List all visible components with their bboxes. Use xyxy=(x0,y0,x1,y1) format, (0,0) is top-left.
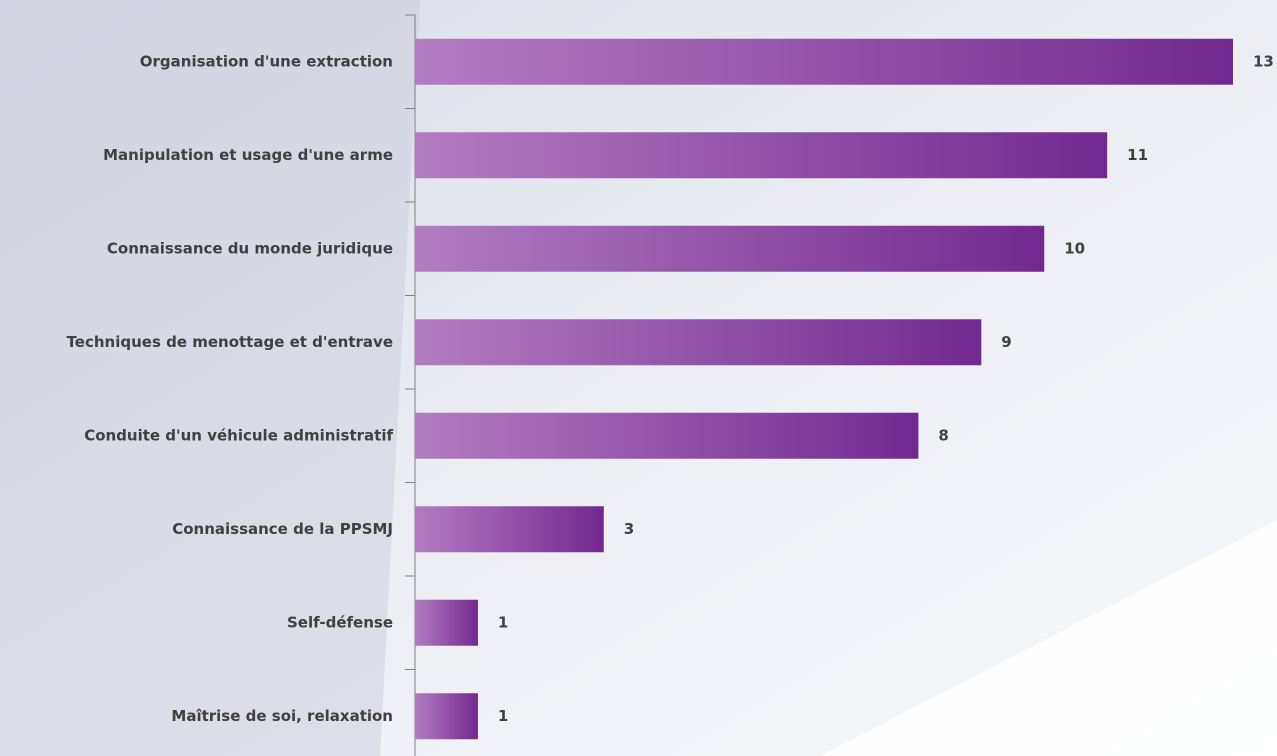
bar xyxy=(415,599,478,646)
bar xyxy=(415,132,1108,179)
value-label: 13 xyxy=(1253,52,1274,70)
category-label: Self-défense xyxy=(287,613,393,631)
value-label: 1 xyxy=(498,613,508,631)
category-label: Maîtrise de soi, relaxation xyxy=(171,707,393,725)
bar xyxy=(415,412,919,459)
category-label: Manipulation et usage d'une arme xyxy=(103,146,393,164)
category-label: Organisation d'une extraction xyxy=(140,52,393,70)
background-shape xyxy=(0,0,420,756)
value-label: 1 xyxy=(498,707,508,725)
bar xyxy=(415,506,604,553)
bar xyxy=(415,319,982,366)
bar xyxy=(415,225,1045,272)
category-label: Techniques de menottage et d'entrave xyxy=(67,333,393,351)
value-label: 3 xyxy=(624,520,634,538)
category-label: Conduite d'un véhicule administratif xyxy=(84,426,393,444)
value-label: 8 xyxy=(938,426,948,444)
value-label: 10 xyxy=(1064,239,1085,257)
category-label: Connaissance de la PPSMJ xyxy=(172,520,393,538)
category-label: Connaissance du monde juridique xyxy=(107,239,393,257)
value-label: 11 xyxy=(1127,146,1148,164)
background-shape xyxy=(820,520,1277,756)
bar xyxy=(415,38,1233,85)
bar xyxy=(415,693,478,740)
value-label: 9 xyxy=(1001,333,1011,351)
